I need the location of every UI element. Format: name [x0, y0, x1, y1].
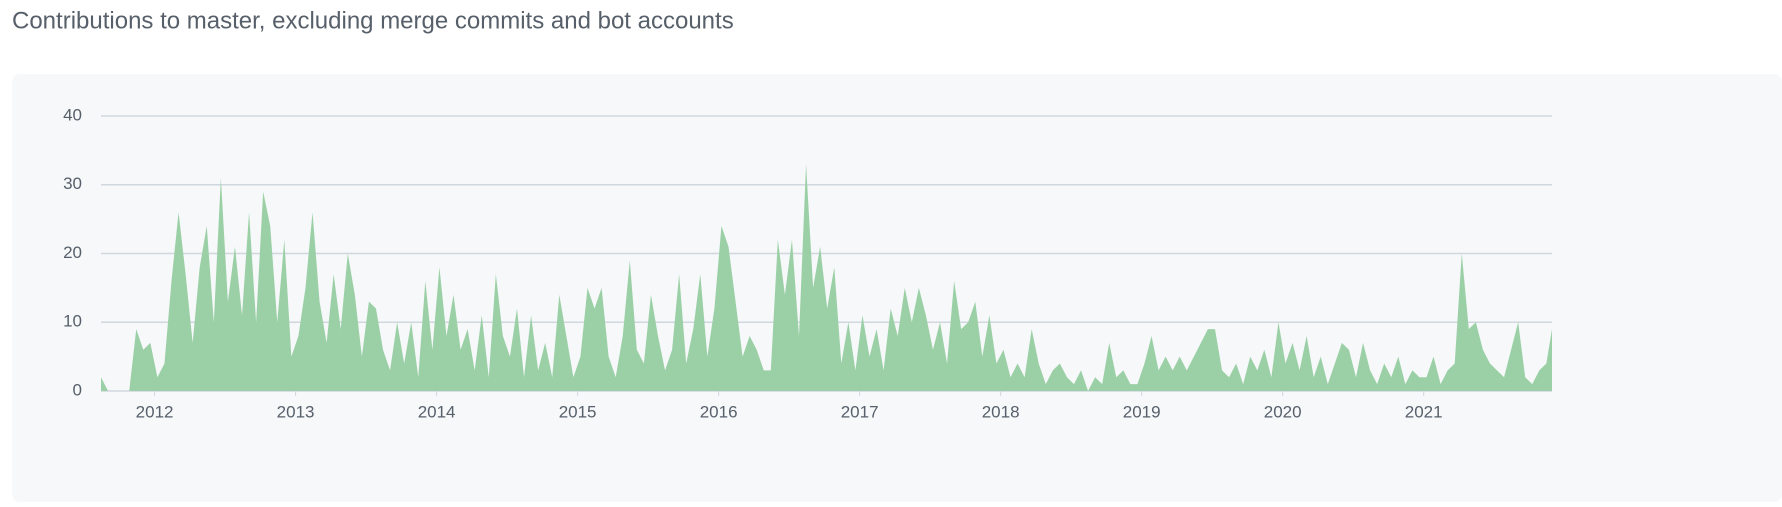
x-tick-label: 2018 [982, 402, 1020, 421]
x-tick-label: 2017 [841, 402, 879, 421]
x-tick-label: 2019 [1123, 402, 1161, 421]
y-tick-label: 40 [63, 105, 82, 124]
x-tick-label: 2020 [1264, 402, 1302, 421]
y-tick-label: 20 [63, 243, 82, 262]
y-tick-label: 30 [63, 174, 82, 193]
chart-panel [12, 74, 1782, 502]
x-tick-label: 2021 [1405, 402, 1443, 421]
area [101, 164, 1552, 391]
x-tick-label: 2015 [559, 402, 597, 421]
chart-title: Contributions to master, excluding merge… [12, 7, 734, 34]
y-tick-label: 10 [63, 312, 82, 331]
x-tick-label: 2013 [277, 402, 315, 421]
x-tick-label: 2014 [418, 402, 456, 421]
x-tick-label: 2016 [700, 402, 738, 421]
y-tick-label: 0 [73, 380, 82, 399]
x-tick-label: 2012 [136, 402, 174, 421]
